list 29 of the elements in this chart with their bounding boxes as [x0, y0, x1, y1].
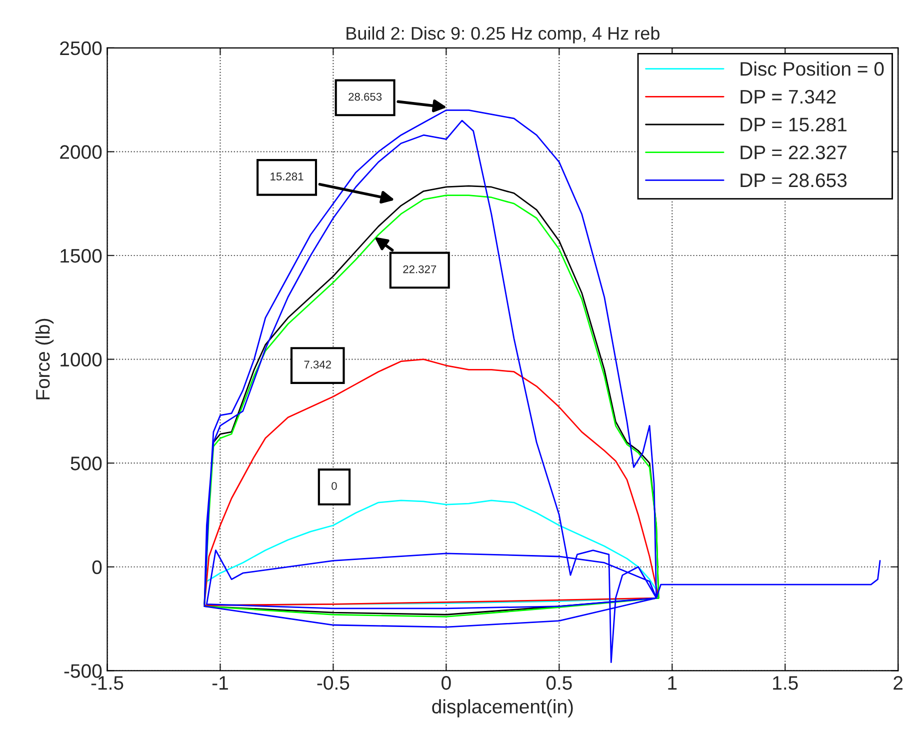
annotation: 7.342 — [304, 360, 331, 368]
legend-label: DP = 15.281 — [740, 118, 846, 132]
y-tick-label: 0 — [92, 560, 102, 574]
y-tick-label: 1500 — [60, 248, 102, 263]
legend-label: DP = 22.327 — [740, 146, 846, 160]
annotation: 28.653 — [348, 92, 382, 101]
y-tick-label: 2000 — [60, 145, 102, 159]
x-tick-label: 1.5 — [773, 676, 798, 690]
annotation: 15.281 — [270, 172, 304, 180]
y-tick-label: -500 — [64, 664, 102, 678]
x-tick-label: 0.5 — [546, 676, 572, 690]
legend-label: DP = 7.342 — [740, 90, 836, 104]
line-series — [204, 358, 660, 606]
x-tick-label: 1 — [668, 676, 677, 690]
chart-title: Build 2: Disc 9: 0.25 Hz comp, 4 Hz reb — [346, 26, 660, 44]
y-tick-label: 1000 — [60, 352, 102, 367]
x-axis-title: displacement(in) — [432, 699, 573, 718]
annotation: 22.327 — [403, 265, 436, 274]
y-tick-label: 2500 — [60, 41, 102, 56]
legend-label: DP = 28.653 — [740, 173, 847, 188]
legend-label: Disc Position = 0 — [740, 62, 884, 76]
y-tick-label: 500 — [70, 456, 102, 470]
x-tick-label: -0.5 — [317, 676, 350, 690]
y-axis-title: Force (lb) — [35, 318, 54, 400]
x-tick-label: -1 — [212, 676, 228, 690]
x-tick-label: -1.5 — [91, 676, 124, 690]
x-tick-label: 2 — [894, 676, 903, 690]
annotation: 0 — [332, 482, 337, 490]
x-tick-label: 0 — [442, 676, 451, 690]
